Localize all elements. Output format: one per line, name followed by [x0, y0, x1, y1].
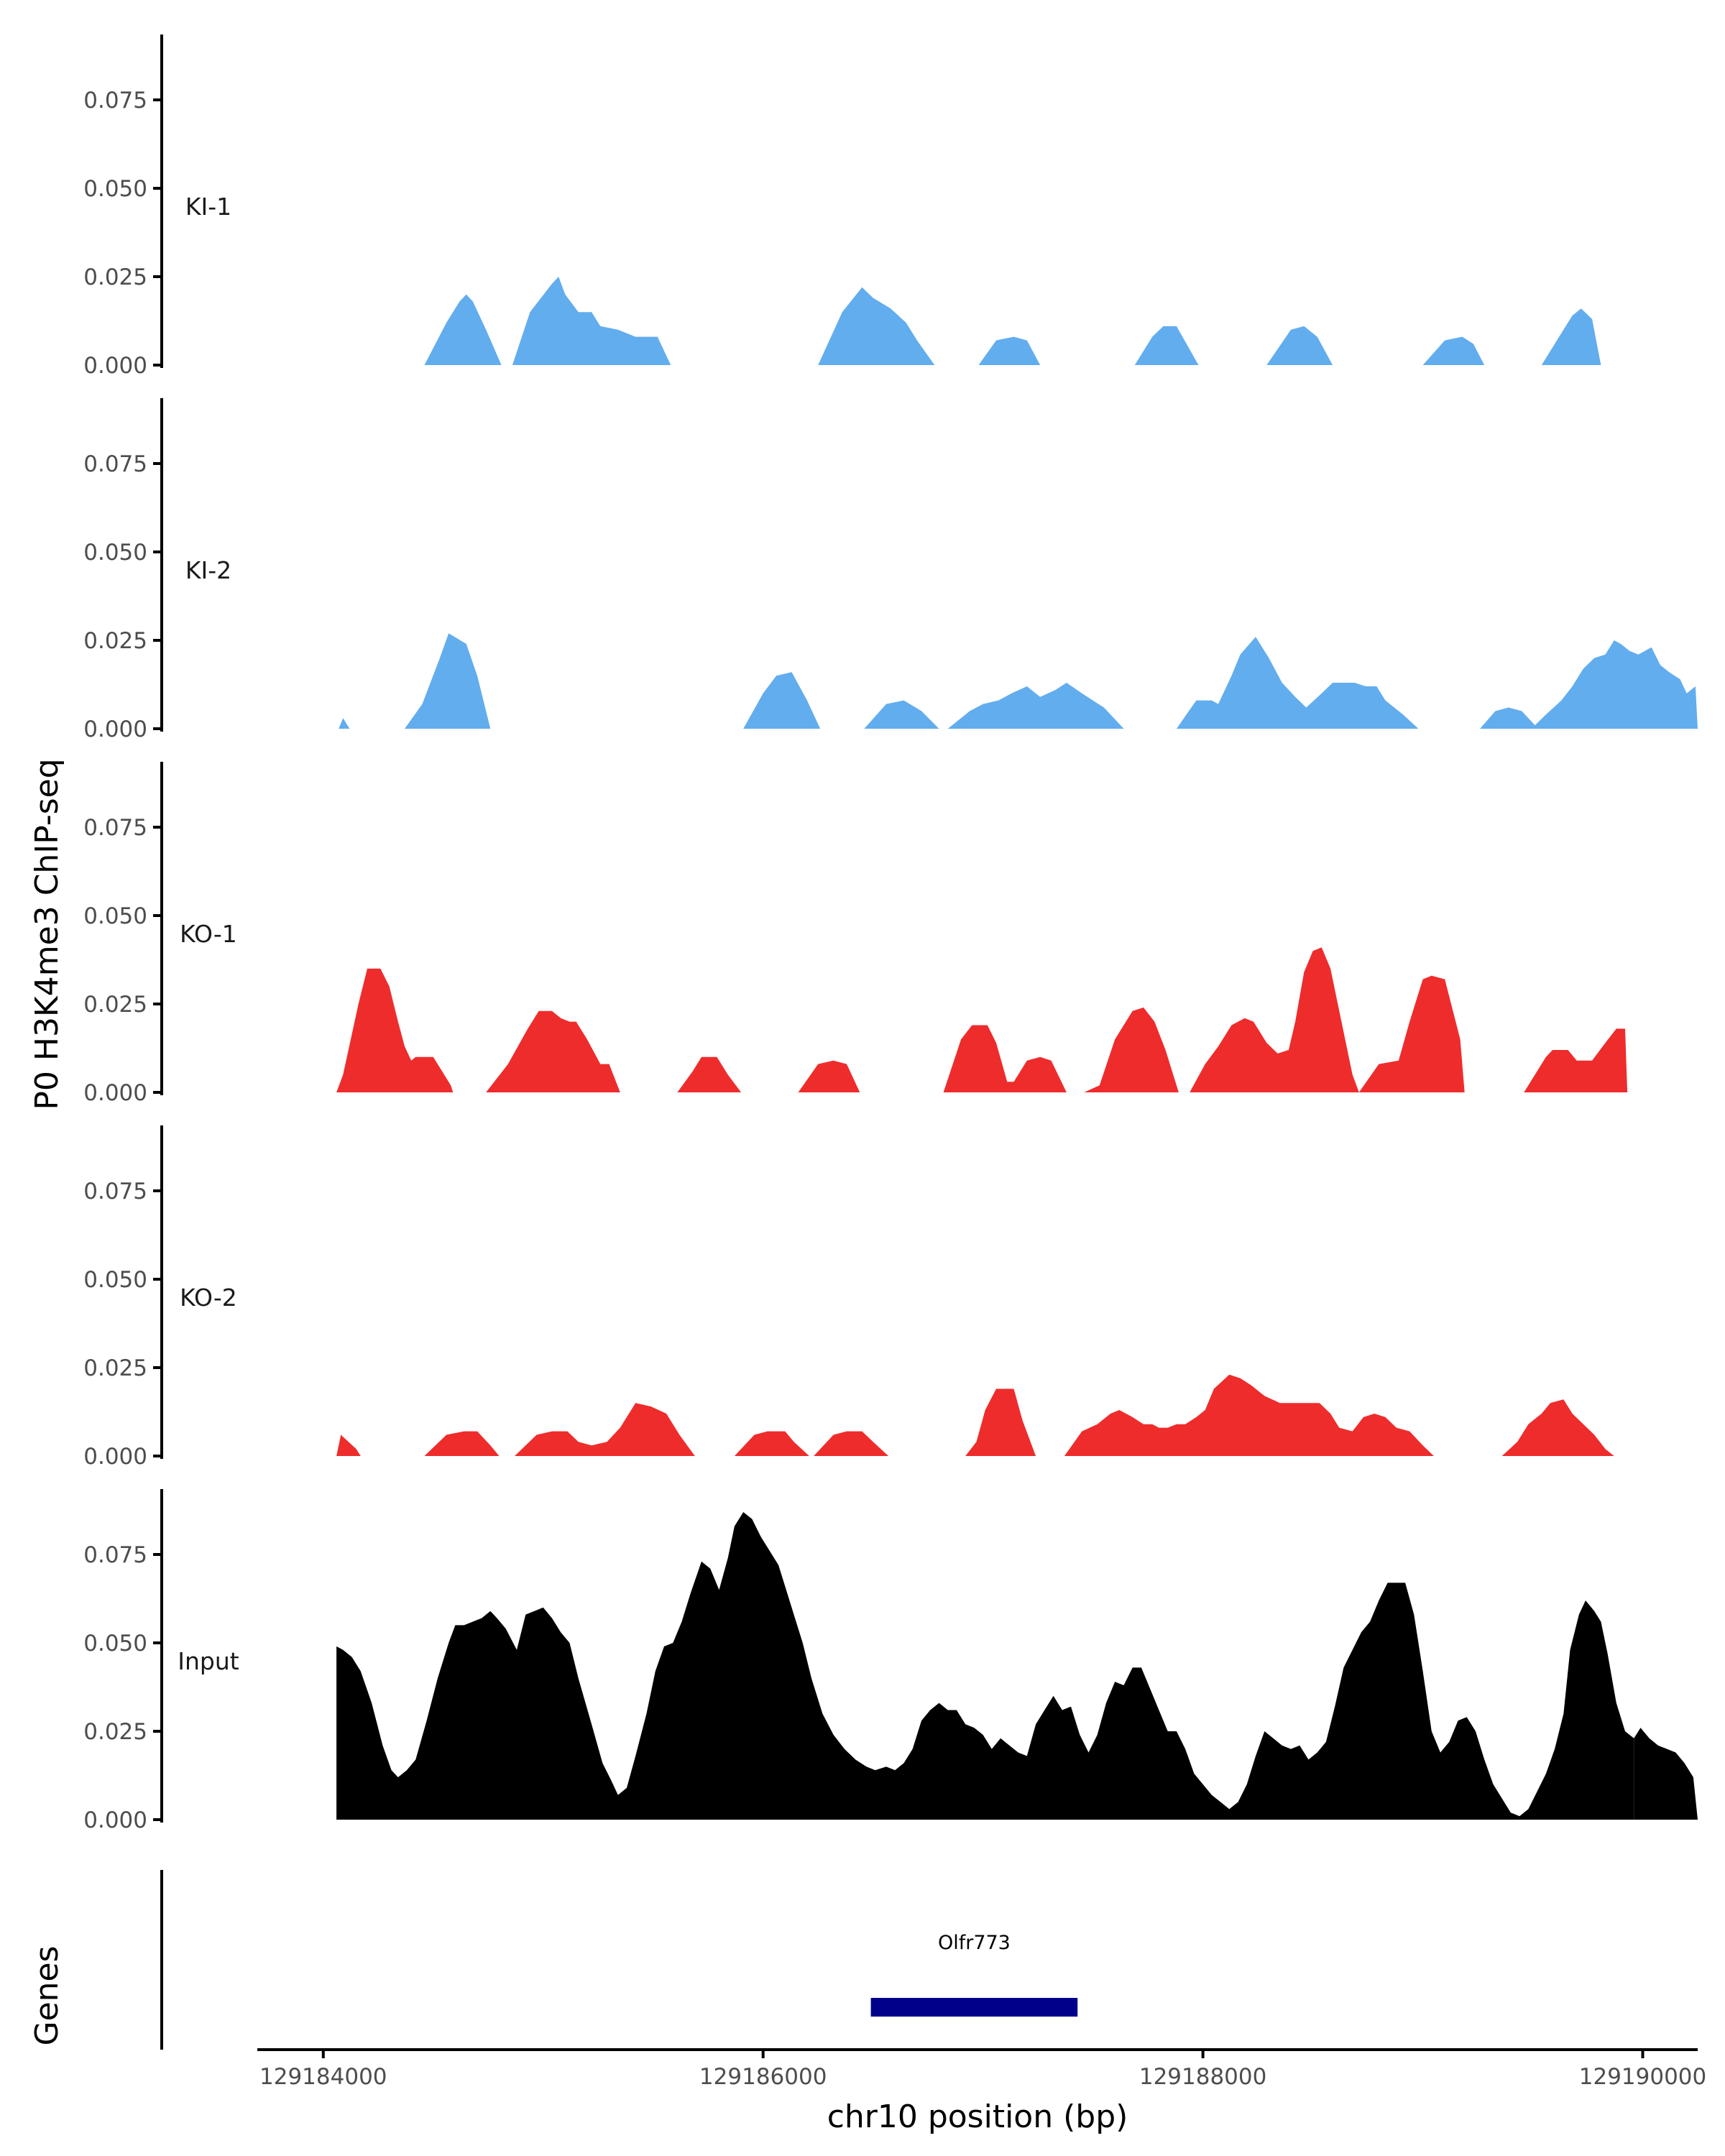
- coverage-area: [424, 294, 502, 365]
- coverage-area: [1358, 975, 1465, 1092]
- x-axis-title: chr10 position (bp): [827, 2099, 1128, 2135]
- tracks-layer: 0.0000.0250.0500.075KI-10.0000.0250.0500…: [83, 34, 1698, 1833]
- coverage-area: [1134, 326, 1199, 365]
- coverage-area: [1480, 640, 1698, 729]
- coverage-area: [864, 700, 939, 729]
- coverage-area: [818, 287, 935, 365]
- track-panel-ki-2: 0.000 0.025 0.050 0.075 KI-2: [83, 398, 1698, 742]
- y-tick-label: 0.000: [83, 1444, 147, 1470]
- track-panel-ko-2: 0.000 0.025 0.050 0.075 KO-2: [83, 1125, 1614, 1470]
- coverage-area: [405, 633, 491, 729]
- coverage-area: [1541, 308, 1601, 365]
- gene-bar: [870, 1998, 1078, 2017]
- coverage-area: [1524, 1028, 1628, 1092]
- coverage-area: [1084, 1007, 1179, 1092]
- y-tick-label: 0.075: [83, 815, 147, 841]
- y-tick-label: 0.025: [83, 628, 147, 654]
- coverage-area: [978, 336, 1041, 365]
- y-tick-label: 0.000: [83, 1807, 147, 1833]
- y-tick-label: 0.075: [83, 1179, 147, 1204]
- y-tick-label: 0.025: [83, 1719, 147, 1745]
- coverage-area: [677, 1056, 742, 1092]
- coverage-area: [1422, 336, 1485, 365]
- y-tick-label: 0.025: [83, 264, 147, 290]
- genes-panel: Olfr773: [160, 1870, 1078, 2050]
- coverage-area: [947, 683, 1124, 729]
- y-tick-label: 0.050: [83, 540, 147, 566]
- coverage-area: [743, 672, 821, 729]
- coverage-area: [336, 1434, 361, 1456]
- y-tick-label: 0.075: [83, 88, 147, 114]
- y-axis-title: P0 H3K4me3 ChIP-seq: [29, 758, 65, 1110]
- coverage-area: [734, 1431, 809, 1456]
- coverage-area: [515, 1403, 695, 1456]
- coverage-area: [814, 1431, 889, 1456]
- coverage-area: [336, 968, 454, 1092]
- coverage-area: [798, 1060, 860, 1092]
- y-tick-label: 0.075: [83, 451, 147, 477]
- coverage-area: [424, 1431, 500, 1456]
- track-panel-ki-1: 0.000 0.025 0.050 0.075 KI-1: [83, 34, 1601, 379]
- coverage-area: [1501, 1399, 1614, 1456]
- coverage-area: [1064, 1374, 1434, 1456]
- y-tick-label: 0.075: [83, 1542, 147, 1568]
- coverage-area: [943, 1025, 1067, 1092]
- track-panel-ko-1: 0.000 0.025 0.050 0.075 KO-1: [83, 762, 1628, 1106]
- y-tick-label: 0.000: [83, 353, 147, 379]
- coverage-area: [486, 1010, 620, 1092]
- track-label: KI-2: [185, 556, 231, 584]
- track-label: KO-2: [180, 1284, 237, 1312]
- coverage-area: [512, 277, 671, 365]
- coverage-area: [1190, 947, 1359, 1092]
- track-label: KI-1: [185, 193, 231, 221]
- x-tick-label: 129188000: [1139, 2064, 1267, 2090]
- track-label: Input: [178, 1647, 239, 1675]
- y-tick-label: 0.050: [83, 176, 147, 202]
- y-tick-label: 0.050: [83, 903, 147, 929]
- x-axis: 129184000 129186000 129188000 129190000: [257, 2048, 1707, 2090]
- track-label: KO-1: [180, 920, 237, 948]
- coverage-area: [339, 718, 350, 729]
- coverage-area: [1266, 326, 1333, 365]
- y-tick-label: 0.025: [83, 992, 147, 1018]
- genes-axis-title: Genes: [29, 1945, 65, 2045]
- y-tick-label: 0.050: [83, 1267, 147, 1293]
- x-tick-label: 129186000: [699, 2064, 827, 2090]
- coverage-area: [965, 1388, 1036, 1456]
- x-tick-label: 129190000: [1579, 2064, 1707, 2090]
- gene-label: Olfr773: [938, 1932, 1011, 1954]
- x-tick-label: 129184000: [259, 2064, 387, 2090]
- coverage-area: [336, 1512, 1634, 1820]
- y-tick-label: 0.050: [83, 1631, 147, 1657]
- y-tick-label: 0.025: [83, 1355, 147, 1381]
- y-tick-label: 0.000: [83, 717, 147, 742]
- y-tick-label: 0.000: [83, 1080, 147, 1106]
- track-panel-input: 0.000 0.025 0.050 0.075 Input: [83, 1489, 1698, 1833]
- coverage-area: [1176, 637, 1419, 729]
- coverage-area: [1634, 1728, 1698, 1820]
